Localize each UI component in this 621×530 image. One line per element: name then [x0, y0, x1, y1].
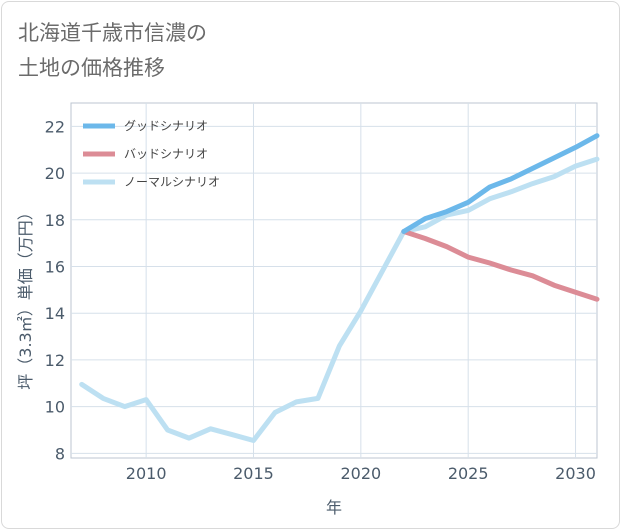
grid — [71, 103, 597, 458]
x-tick-label: 2015 — [233, 464, 274, 483]
y-tick-label: 18 — [45, 211, 65, 230]
x-axis-label: 年 — [326, 498, 342, 517]
y-tick-label: 8 — [55, 444, 65, 463]
legend-label-0: グッドシナリオ — [124, 119, 208, 133]
y-tick-label: 14 — [45, 304, 65, 323]
y-tick-label: 22 — [45, 117, 65, 136]
legend-label-1: バッドシナリオ — [124, 147, 208, 161]
series-line-1 — [401, 229, 600, 302]
y-axis-ticks: 8 10 12 14 16 18 20 22 — [45, 117, 65, 463]
y-tick-label: 20 — [45, 164, 65, 183]
series-line-0 — [401, 133, 600, 234]
chart-title-line-1: 北海道千歳市信濃の — [18, 21, 207, 45]
x-tick-label: 2030 — [555, 464, 596, 483]
y-axis-label: 坪（3.3㎡）単価（万円） — [16, 204, 35, 389]
legend-label-2: ノーマルシナリオ — [124, 175, 220, 189]
chart-title-line-2: 土地の価格推移 — [18, 56, 165, 80]
chart-title: 北海道千歳市信濃の 土地の価格推移 — [18, 16, 207, 86]
y-tick-label: 16 — [45, 257, 65, 276]
y-tick-label: 10 — [45, 398, 65, 417]
x-tick-label: 2010 — [126, 464, 167, 483]
x-tick-label: 2025 — [448, 464, 489, 483]
series-line-2 — [79, 156, 600, 443]
y-tick-label: 12 — [45, 351, 65, 370]
series-layer — [79, 133, 600, 443]
x-tick-label: 2020 — [340, 464, 381, 483]
x-axis-ticks: 2010 2015 2020 2025 2030 — [126, 464, 596, 483]
plot-area — [70, 102, 598, 459]
